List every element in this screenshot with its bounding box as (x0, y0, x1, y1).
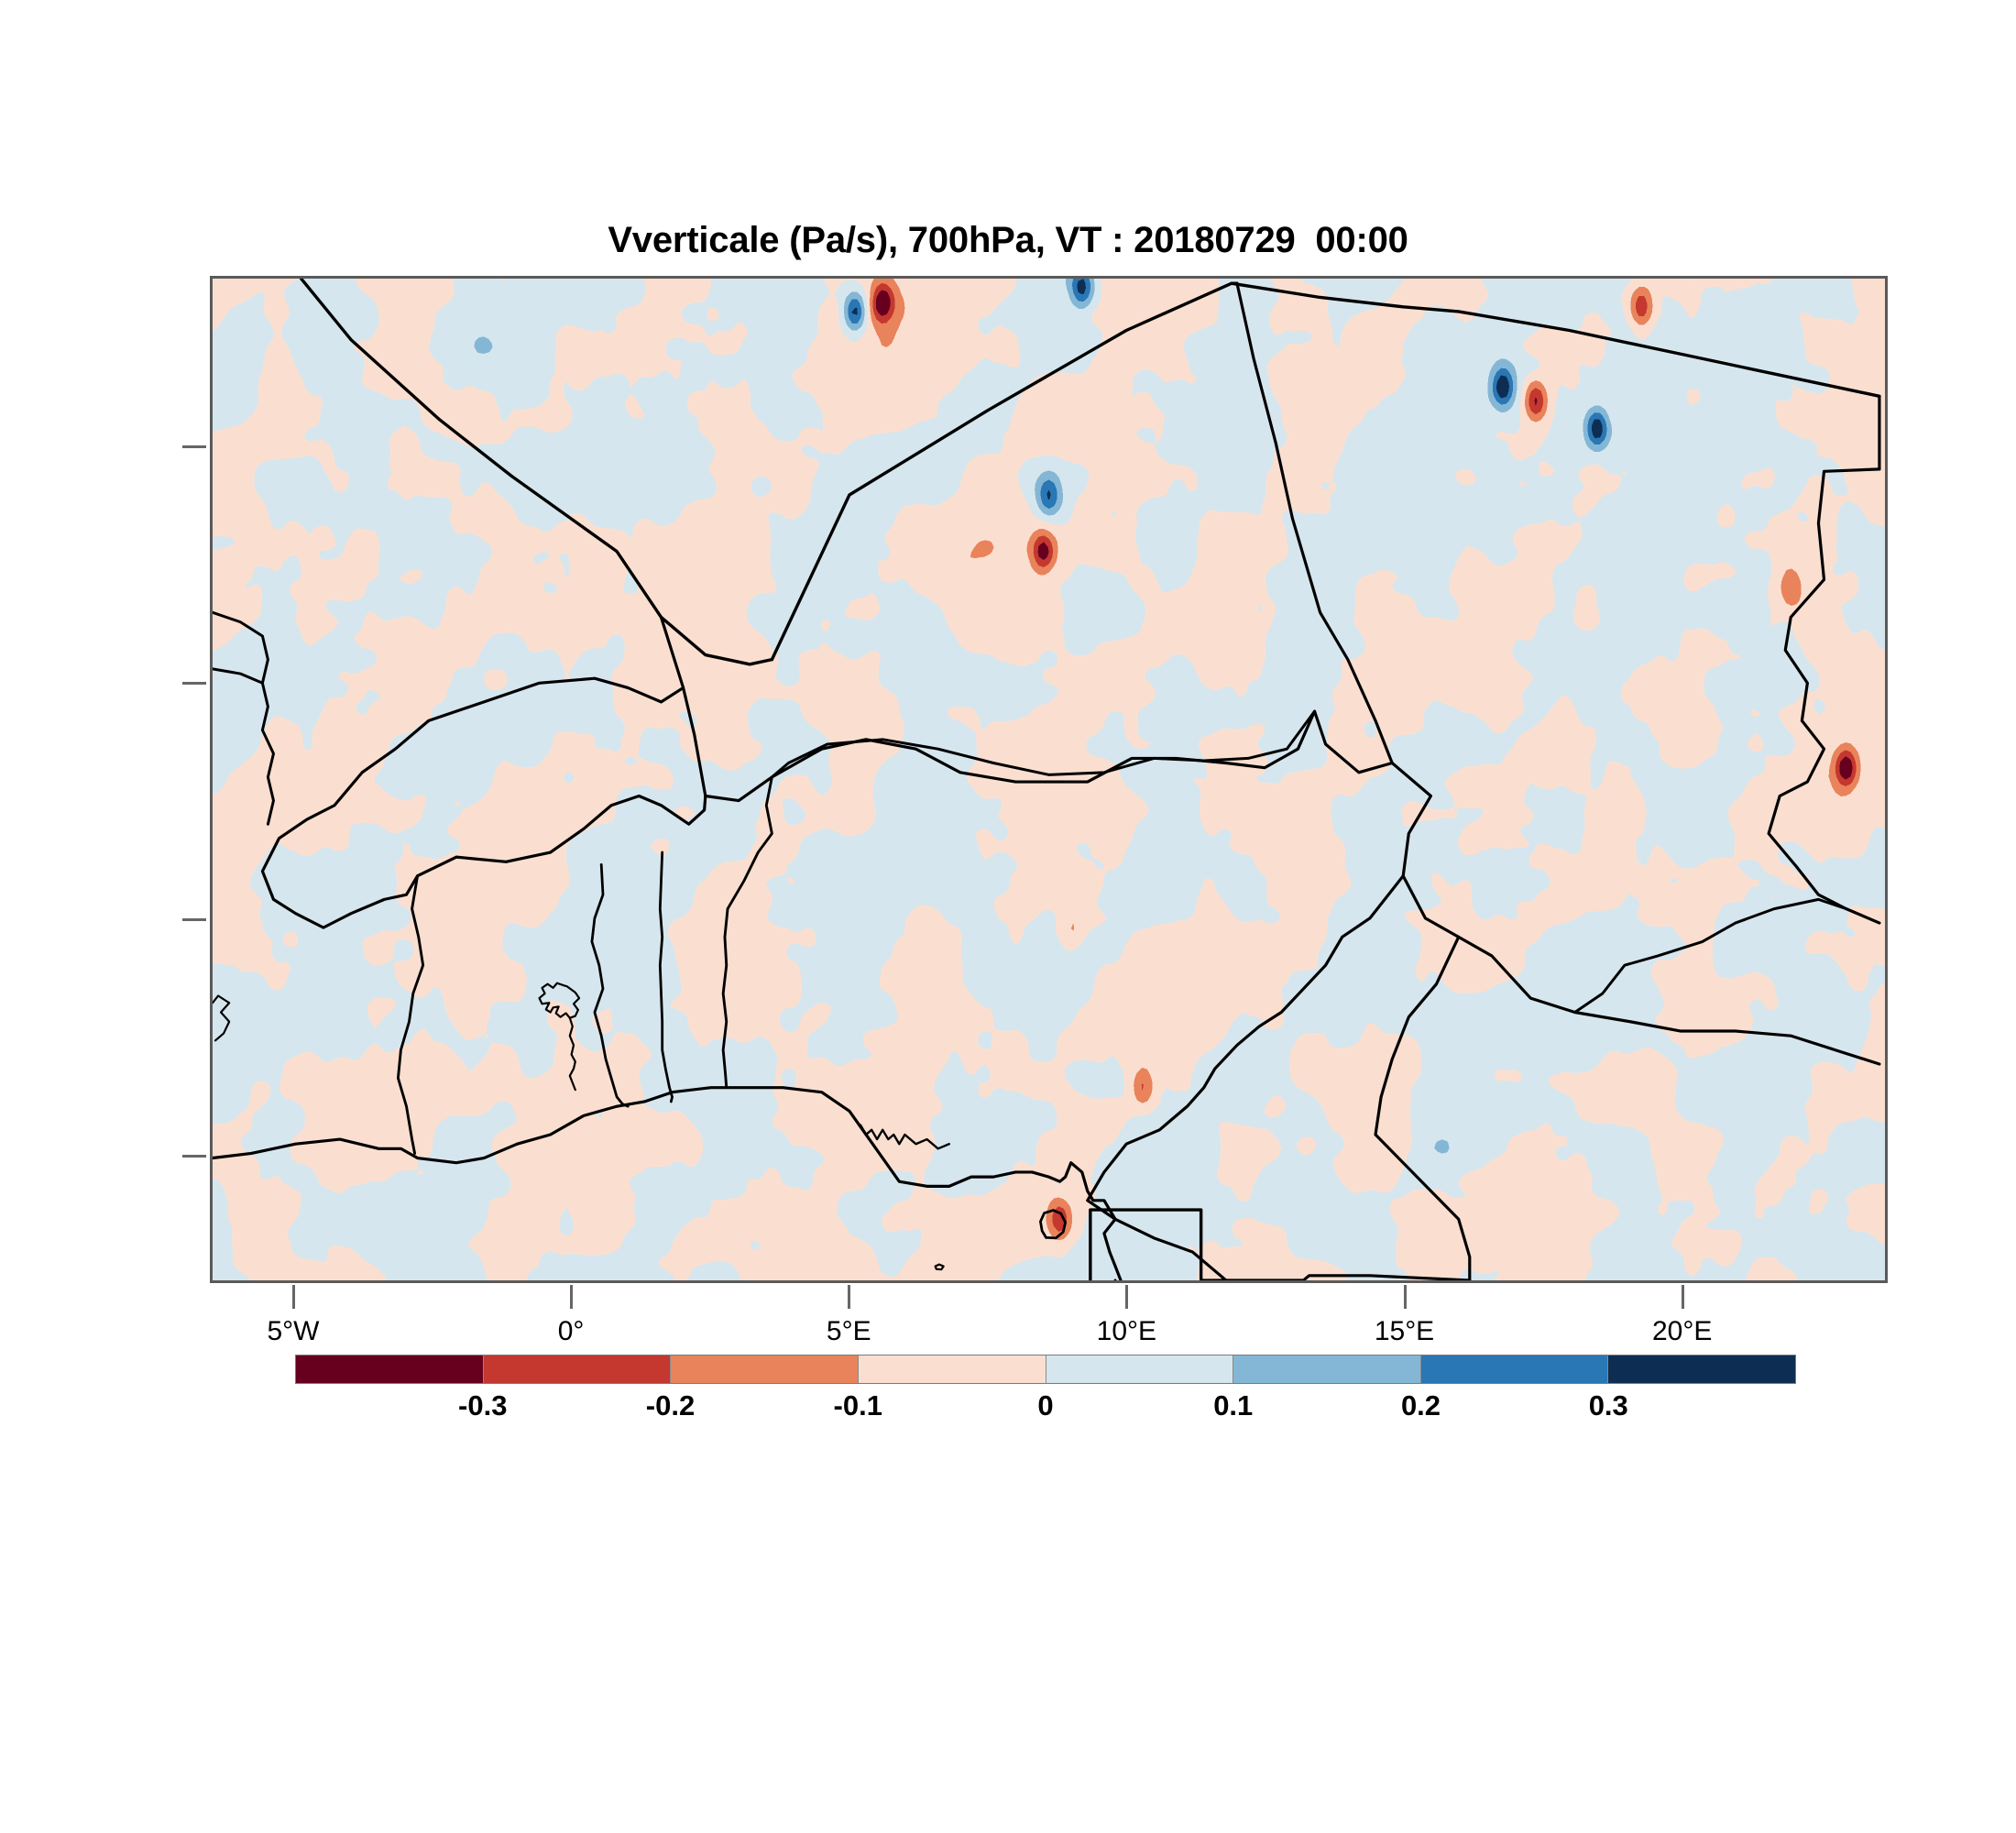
page-title: Vverticale (Pa/s), 700hPa, VT : 20180729… (608, 220, 1408, 260)
x-axis-tick (570, 1285, 574, 1309)
border-line (1767, 467, 1881, 925)
border-line (1374, 935, 1472, 1280)
border-line (1230, 281, 1881, 398)
colorbar-swatch (1607, 1356, 1795, 1383)
colorbar-swatch (296, 1356, 483, 1383)
border-line (299, 279, 774, 666)
vertical-velocity-field (213, 279, 1885, 1280)
border-line (396, 874, 425, 1155)
x-axis-tick (1681, 1285, 1684, 1309)
colorbar-tick-label: 0.1 (1213, 1389, 1254, 1421)
x-axis-label: 15°E (1374, 1316, 1435, 1346)
colorbar-swatch (670, 1356, 858, 1383)
border-line (213, 610, 275, 826)
y-axis-tick (182, 1154, 206, 1158)
border-line (213, 1086, 1123, 1280)
colorbar-swatch (1233, 1356, 1420, 1383)
border-line (590, 862, 630, 1108)
colorbar-tick-label: 0.2 (1400, 1389, 1441, 1421)
x-axis-tick (1125, 1285, 1129, 1309)
y-axis-tick (182, 917, 206, 921)
border-line (721, 775, 773, 1090)
border-line (1086, 874, 1405, 1280)
border-line (704, 281, 1394, 803)
border-line (1089, 1208, 1203, 1280)
colorbar (295, 1355, 1796, 1384)
colorbar-tick-label: -0.2 (645, 1389, 696, 1421)
border-line (1200, 1274, 1472, 1280)
border-line (1390, 761, 1881, 1066)
colorbar-tick-label: 0.3 (1588, 1389, 1628, 1421)
border-line (213, 667, 264, 685)
colorbar-tick-label: -0.1 (833, 1389, 882, 1421)
x-axis-tick (291, 1285, 295, 1309)
colorbar-swatch (482, 1356, 671, 1383)
y-axis-tick (182, 681, 206, 685)
x-axis-tick (1403, 1285, 1407, 1309)
country-borders-overlay (213, 279, 1881, 1280)
border-line (538, 982, 581, 1019)
border-line (934, 1263, 945, 1271)
colorbar-tick-label: -0.3 (458, 1389, 508, 1421)
x-axis-label: 0° (557, 1316, 585, 1346)
x-axis-tick (848, 1285, 851, 1309)
x-axis-label: 5°E (826, 1316, 871, 1346)
map-plot-area (210, 276, 1888, 1283)
border-line (260, 615, 707, 929)
field-band-positive (213, 279, 1885, 1280)
colorbar-swatch (857, 1356, 1046, 1383)
field-band-positive (474, 279, 1613, 1154)
border-line (658, 851, 674, 1103)
border-line (568, 1016, 576, 1092)
border-line (1039, 1209, 1068, 1240)
colorbar-tick-label: 0 (1037, 1389, 1054, 1421)
colorbar-swatch (1419, 1356, 1608, 1383)
y-axis-tick (182, 445, 206, 448)
x-axis-label: 5°W (267, 1316, 320, 1346)
border-line (770, 281, 1239, 662)
x-axis-label: 20°E (1651, 1316, 1713, 1346)
x-axis-label: 10°E (1096, 1316, 1157, 1346)
border-line (213, 994, 231, 1042)
border-line (770, 709, 1317, 779)
colorbar-swatch (1045, 1356, 1233, 1383)
border-line (1573, 897, 1848, 1014)
border-line (859, 1124, 950, 1150)
